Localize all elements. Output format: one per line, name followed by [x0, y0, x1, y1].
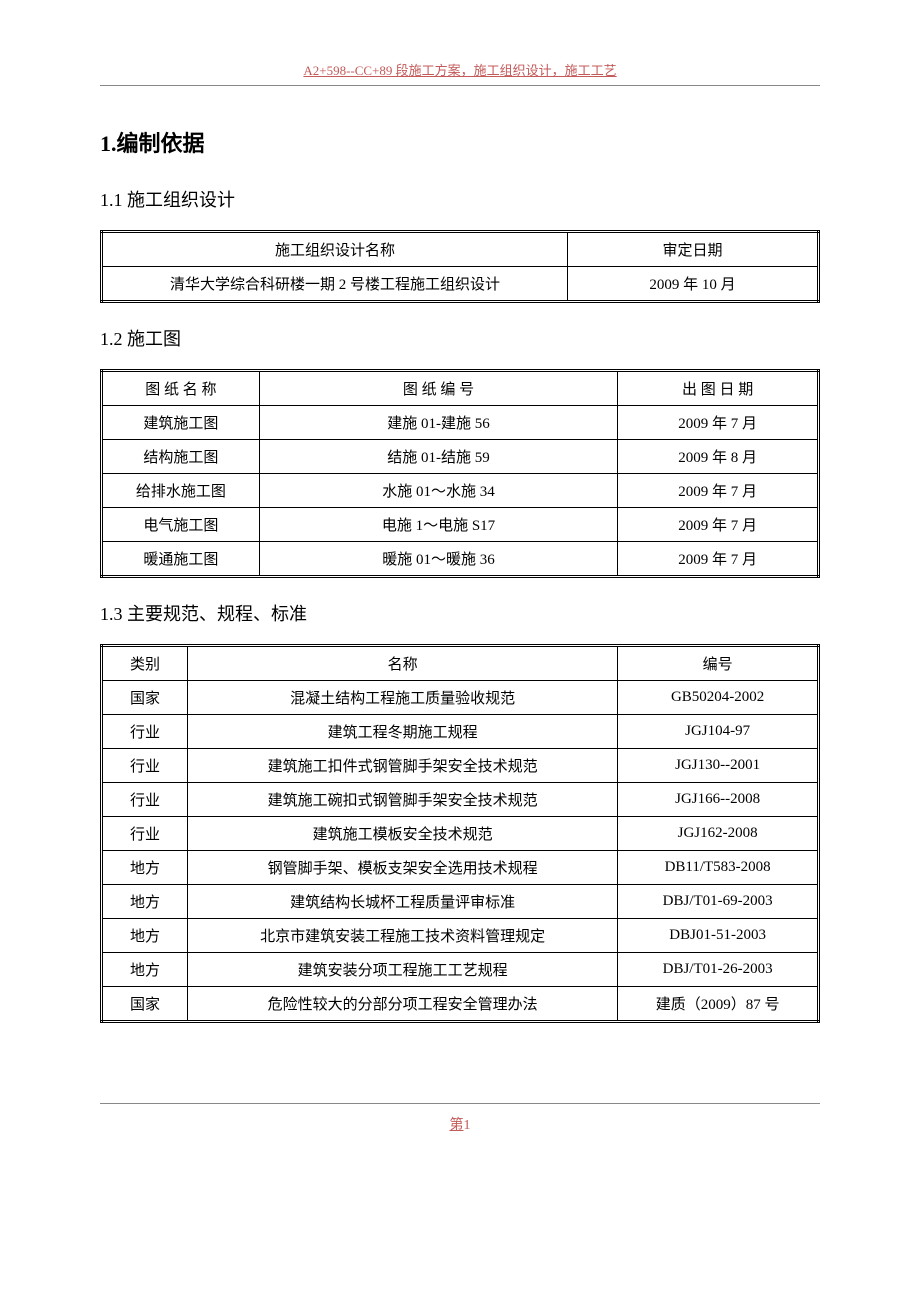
table-row: 行业 建筑施工模板安全技术规范 JGJ162-2008	[102, 817, 819, 851]
td: 电气施工图	[102, 508, 260, 542]
th: 审定日期	[568, 232, 819, 267]
td: 建筑施工扣件式钢管脚手架安全技术规范	[188, 749, 618, 783]
td: 水施 01～水施 34	[259, 474, 618, 508]
table-body: 国家 混凝土结构工程施工质量验收规范 GB50204-2002 行业 建筑工程冬…	[102, 681, 819, 1022]
footer-prefix: 第	[450, 1118, 464, 1133]
table-row: 电气施工图 电施 1～电施 S17 2009 年 7 月	[102, 508, 819, 542]
table-row: 地方 北京市建筑安装工程施工技术资料管理规定 DBJ01-51-2003	[102, 919, 819, 953]
td: 给排水施工图	[102, 474, 260, 508]
td: 北京市建筑安装工程施工技术资料管理规定	[188, 919, 618, 953]
td: JGJ104-97	[618, 715, 819, 749]
td: 行业	[102, 749, 188, 783]
td: 2009 年 7 月	[618, 474, 819, 508]
table-row: 行业 建筑施工扣件式钢管脚手架安全技术规范 JGJ130--2001	[102, 749, 819, 783]
table-body: 建筑施工图 建施 01-建施 56 2009 年 7 月 结构施工图 结施 01…	[102, 406, 819, 577]
td: 2009 年 10 月	[568, 267, 819, 302]
td: JGJ162-2008	[618, 817, 819, 851]
table-row: 清华大学综合科研楼一期 2 号楼工程施工组织设计 2009 年 10 月	[102, 267, 819, 302]
table-row: 建筑施工图 建施 01-建施 56 2009 年 7 月	[102, 406, 819, 440]
section1-title: 1.编制依据	[100, 126, 820, 158]
th: 名称	[188, 646, 618, 681]
header-text: A2+598--CC+89 段施工方案，施工组织设计，施工工艺	[100, 60, 820, 79]
td: 地方	[102, 885, 188, 919]
table-1-1: 施工组织设计名称 审定日期 清华大学综合科研楼一期 2 号楼工程施工组织设计 2…	[100, 230, 820, 303]
td: 建筑安装分项工程施工工艺规程	[188, 953, 618, 987]
td: 2009 年 7 月	[618, 406, 819, 440]
table-body: 清华大学综合科研楼一期 2 号楼工程施工组织设计 2009 年 10 月	[102, 267, 819, 302]
td: 建质（2009）87 号	[618, 987, 819, 1022]
td: 行业	[102, 715, 188, 749]
td: 暖通施工图	[102, 542, 260, 577]
table-row: 行业 建筑工程冬期施工规程 JGJ104-97	[102, 715, 819, 749]
table-row: 国家 混凝土结构工程施工质量验收规范 GB50204-2002	[102, 681, 819, 715]
td: 建筑工程冬期施工规程	[188, 715, 618, 749]
td: 建筑施工模板安全技术规范	[188, 817, 618, 851]
section1-2-title: 1.2 施工图	[100, 325, 820, 351]
section1-3-title: 1.3 主要规范、规程、标准	[100, 600, 820, 626]
table-row: 给排水施工图 水施 01～水施 34 2009 年 7 月	[102, 474, 819, 508]
td: JGJ130--2001	[618, 749, 819, 783]
th: 出 图 日 期	[618, 371, 819, 406]
th: 施工组织设计名称	[102, 232, 568, 267]
td: 建筑结构长城杯工程质量评审标准	[188, 885, 618, 919]
header-divider	[100, 85, 820, 86]
td: 钢管脚手架、模板支架安全选用技术规程	[188, 851, 618, 885]
th: 类别	[102, 646, 188, 681]
td: DBJ/T01-69-2003	[618, 885, 819, 919]
td: GB50204-2002	[618, 681, 819, 715]
th: 图 纸 编 号	[259, 371, 618, 406]
th: 图 纸 名 称	[102, 371, 260, 406]
table-row: 地方 钢管脚手架、模板支架安全选用技术规程 DB11/T583-2008	[102, 851, 819, 885]
table-header-row: 图 纸 名 称 图 纸 编 号 出 图 日 期	[102, 371, 819, 406]
td: 建筑施工碗扣式钢管脚手架安全技术规范	[188, 783, 618, 817]
td: 清华大学综合科研楼一期 2 号楼工程施工组织设计	[102, 267, 568, 302]
td: DBJ01-51-2003	[618, 919, 819, 953]
td: 建筑施工图	[102, 406, 260, 440]
td: 行业	[102, 783, 188, 817]
td: 地方	[102, 953, 188, 987]
table-1-3: 类别 名称 编号 国家 混凝土结构工程施工质量验收规范 GB50204-2002…	[100, 644, 820, 1023]
td: 地方	[102, 851, 188, 885]
td: 国家	[102, 987, 188, 1022]
table-row: 行业 建筑施工碗扣式钢管脚手架安全技术规范 JGJ166--2008	[102, 783, 819, 817]
td: 2009 年 7 月	[618, 542, 819, 577]
table-header-row: 施工组织设计名称 审定日期	[102, 232, 819, 267]
table-row: 地方 建筑结构长城杯工程质量评审标准 DBJ/T01-69-2003	[102, 885, 819, 919]
table-row: 国家 危险性较大的分部分项工程安全管理办法 建质（2009）87 号	[102, 987, 819, 1022]
td: 2009 年 7 月	[618, 508, 819, 542]
td: JGJ166--2008	[618, 783, 819, 817]
td: 混凝土结构工程施工质量验收规范	[188, 681, 618, 715]
table-header-row: 类别 名称 编号	[102, 646, 819, 681]
td: 国家	[102, 681, 188, 715]
table-row: 地方 建筑安装分项工程施工工艺规程 DBJ/T01-26-2003	[102, 953, 819, 987]
td: 地方	[102, 919, 188, 953]
td: 结构施工图	[102, 440, 260, 474]
td: DB11/T583-2008	[618, 851, 819, 885]
td: 建施 01-建施 56	[259, 406, 618, 440]
td: 暖施 01～暖施 36	[259, 542, 618, 577]
th: 编号	[618, 646, 819, 681]
table-1-2: 图 纸 名 称 图 纸 编 号 出 图 日 期 建筑施工图 建施 01-建施 5…	[100, 369, 820, 578]
td: 行业	[102, 817, 188, 851]
table-row: 结构施工图 结施 01-结施 59 2009 年 8 月	[102, 440, 819, 474]
td: 结施 01-结施 59	[259, 440, 618, 474]
footer-divider	[100, 1103, 820, 1104]
td: 危险性较大的分部分项工程安全管理办法	[188, 987, 618, 1022]
td: DBJ/T01-26-2003	[618, 953, 819, 987]
td: 电施 1～电施 S17	[259, 508, 618, 542]
td: 2009 年 8 月	[618, 440, 819, 474]
section1-1-title: 1.1 施工组织设计	[100, 186, 820, 212]
footer-page-number: 1	[464, 1118, 471, 1133]
table-row: 暖通施工图 暖施 01～暖施 36 2009 年 7 月	[102, 542, 819, 577]
footer: 第1	[100, 1103, 820, 1134]
